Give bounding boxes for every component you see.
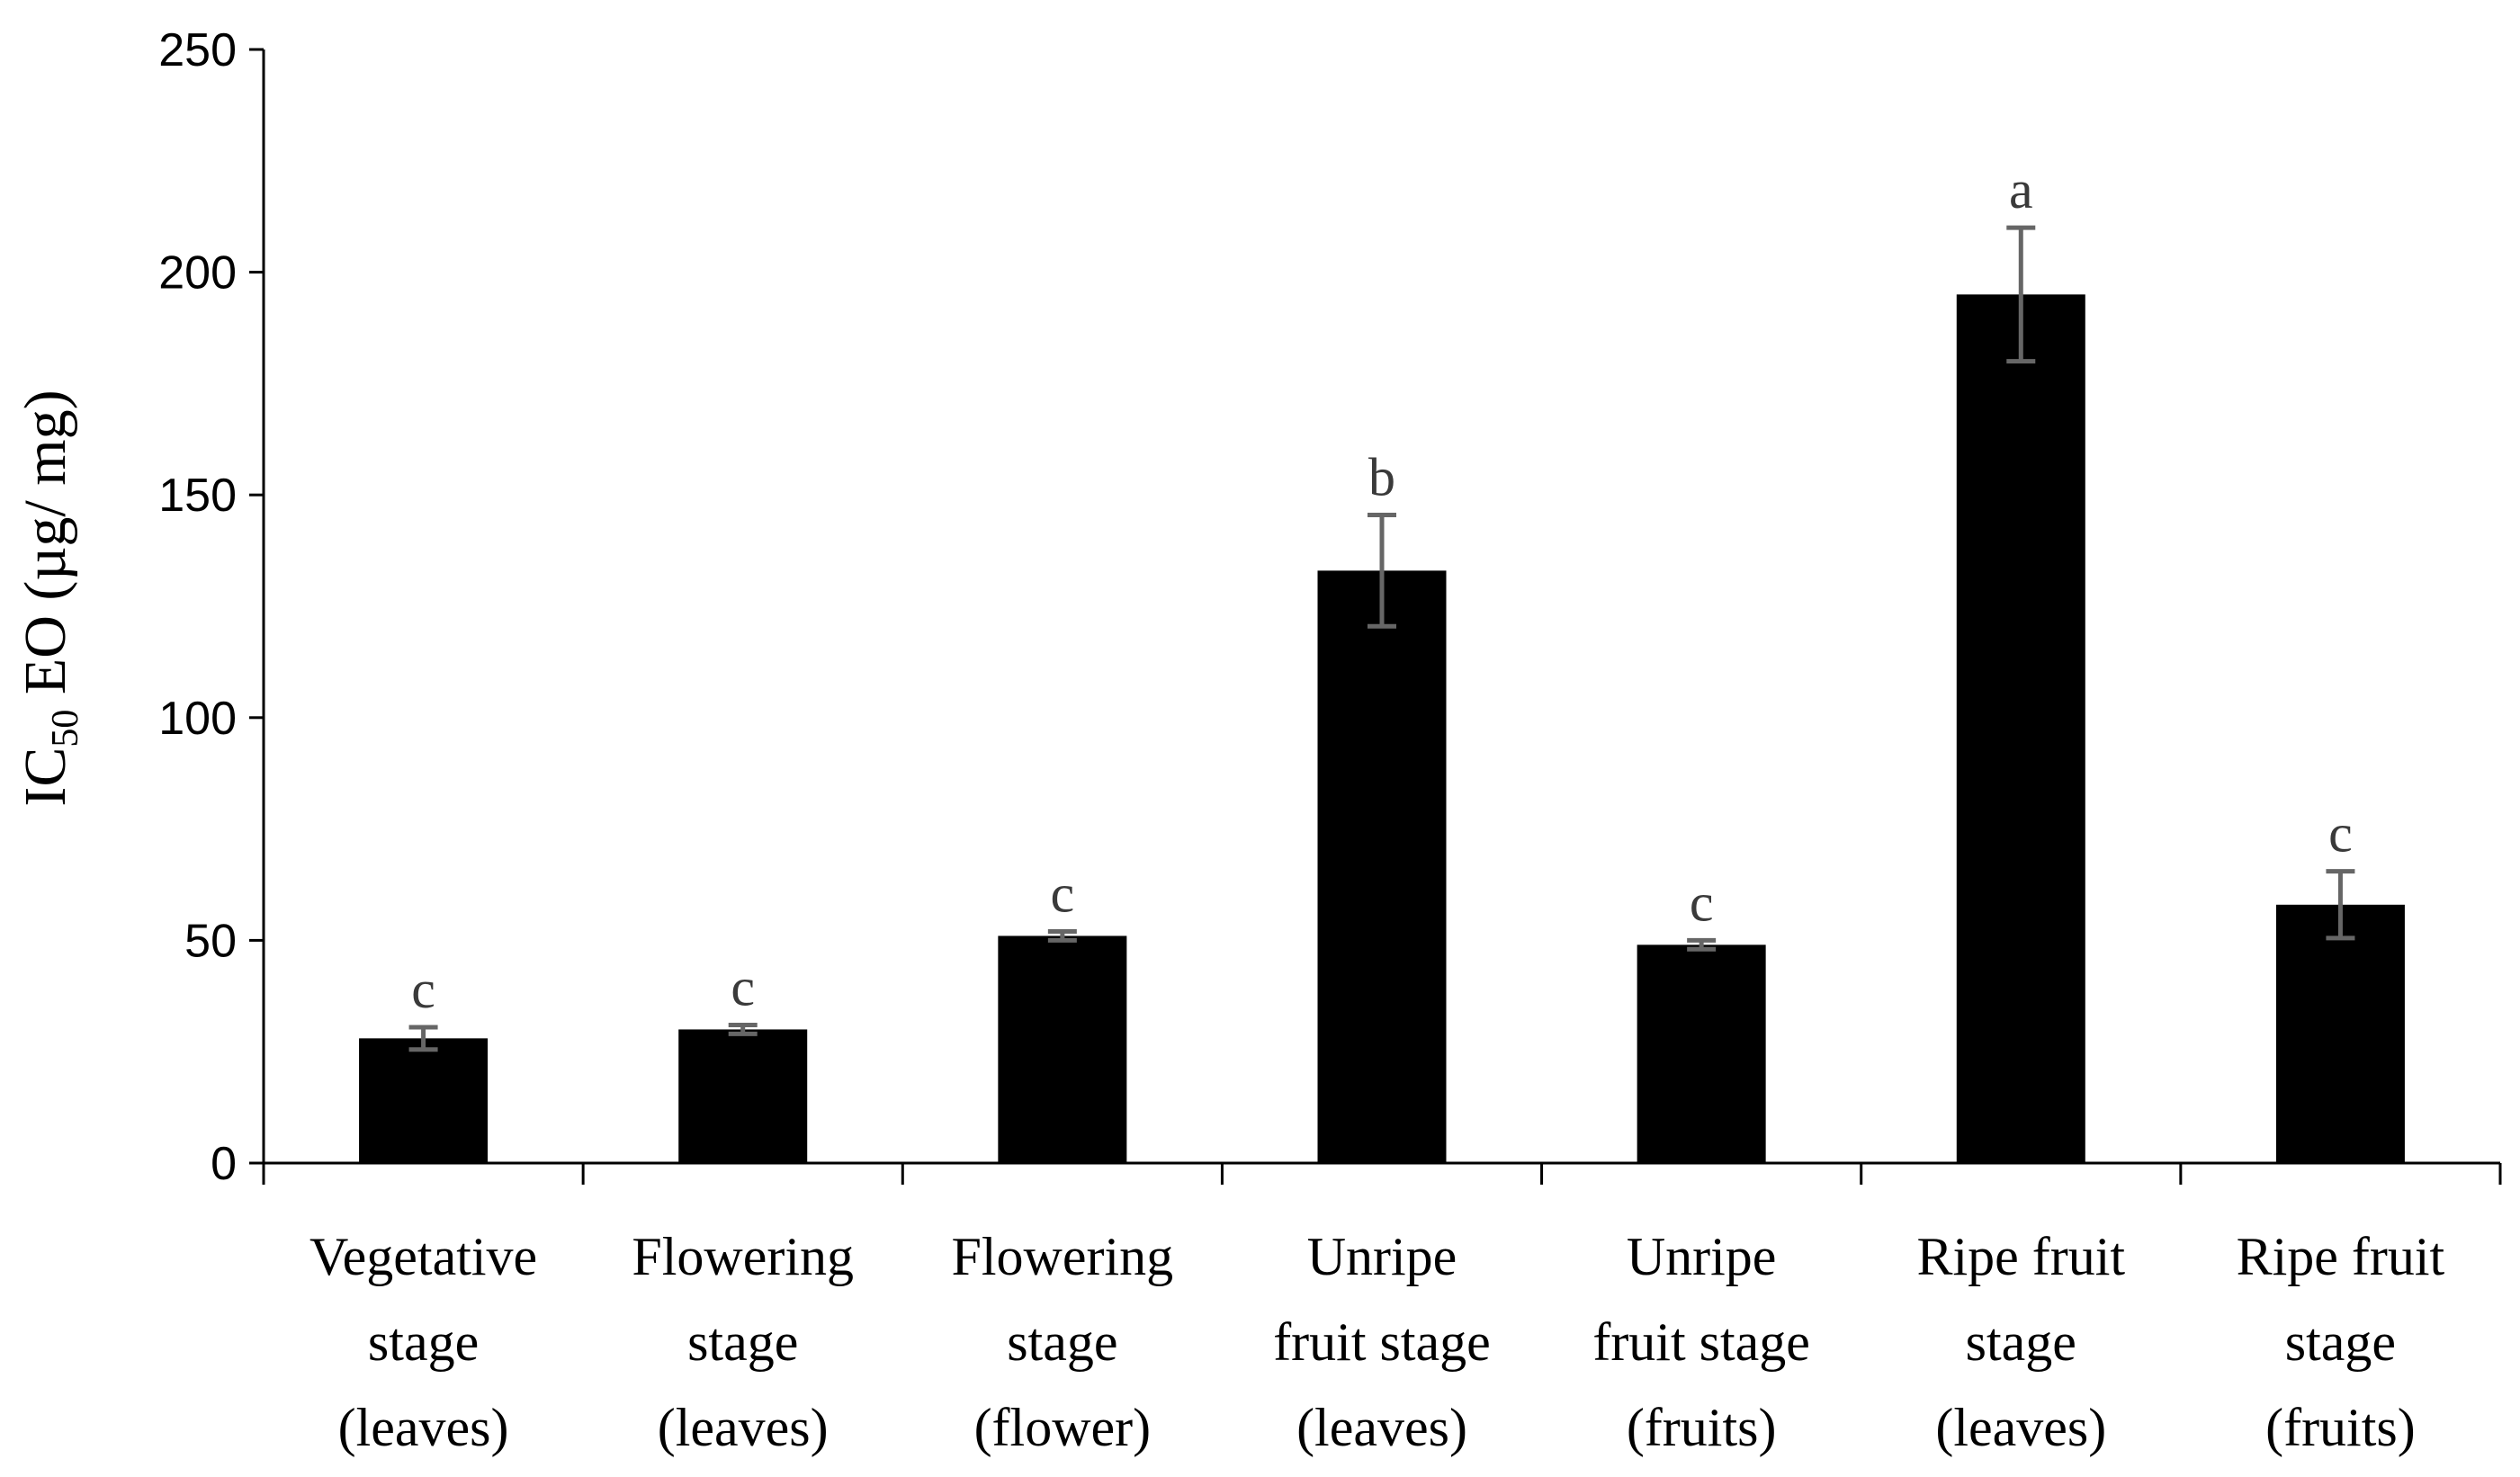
significance-letter: c [1690,873,1714,932]
x-category-label: Flowering [632,1227,854,1286]
bar [2275,904,2405,1163]
y-axis: 0 50 100 150 200 250 [158,24,265,1190]
x-category-label: fruit stage [1273,1312,1491,1372]
bar [998,935,1127,1163]
x-category-label: (leaves) [338,1398,509,1457]
x-category-label: (flower) [974,1398,1152,1457]
significance-letter: c [2328,804,2353,864]
x-category-label: (leaves) [1296,1398,1467,1457]
x-category-label: Vegetative [309,1227,537,1286]
x-category-label: fruit stage [1592,1312,1810,1372]
bar [1317,570,1447,1163]
y-tick-label: 150 [158,470,237,522]
x-category-label: Unripe [1627,1227,1777,1286]
y-axis-title-subscript: 50 [45,710,86,747]
significance-letter: c [1051,864,1075,923]
bar [359,1038,489,1163]
x-category-label: Ripe fruit [2237,1227,2445,1286]
x-category-label: Ripe fruit [1916,1227,2125,1286]
bar [1956,294,2085,1163]
x-category-label: (fruits) [2265,1398,2416,1457]
x-category-label: Unripe [1307,1227,1457,1286]
x-category-label: stage [1007,1312,1117,1372]
x-axis [262,1161,2502,1185]
x-category-label: stage [2285,1312,2396,1372]
y-tick-label: 50 [184,915,237,967]
significance-letter: b [1368,447,1395,506]
significance-letter: c [411,960,435,1019]
x-category-label: Flowering [952,1227,1174,1286]
y-tick-label: 200 [158,247,237,300]
bar [1637,944,1766,1163]
x-category-label: (leaves) [1935,1398,2106,1457]
y-axis-title-main: IC [13,747,78,807]
significance-letter: c [731,957,755,1016]
x-category-label: stage [1966,1312,2076,1372]
y-axis-title: IC50 EO (µg/ mg) [13,389,86,806]
bars [359,294,2405,1163]
y-tick-label: 250 [158,24,237,76]
x-category-label: stage [368,1312,479,1372]
bar [678,1029,808,1163]
y-tick-label: 100 [158,693,237,745]
significance-letters: c c c b c a c [411,160,2352,1019]
significance-letter: a [2009,160,2033,219]
x-category-label: stage [687,1312,798,1372]
x-category-label: (fruits) [1627,1398,1777,1457]
error-bars [408,225,2355,1052]
category-labels: Vegetative stage (leaves) Flowering stage (le… [309,1227,2445,1457]
x-category-label: (leaves) [658,1398,829,1457]
y-tick-label: 0 [211,1138,237,1190]
y-axis-title-rest: EO (µg/ mg) [13,389,78,709]
